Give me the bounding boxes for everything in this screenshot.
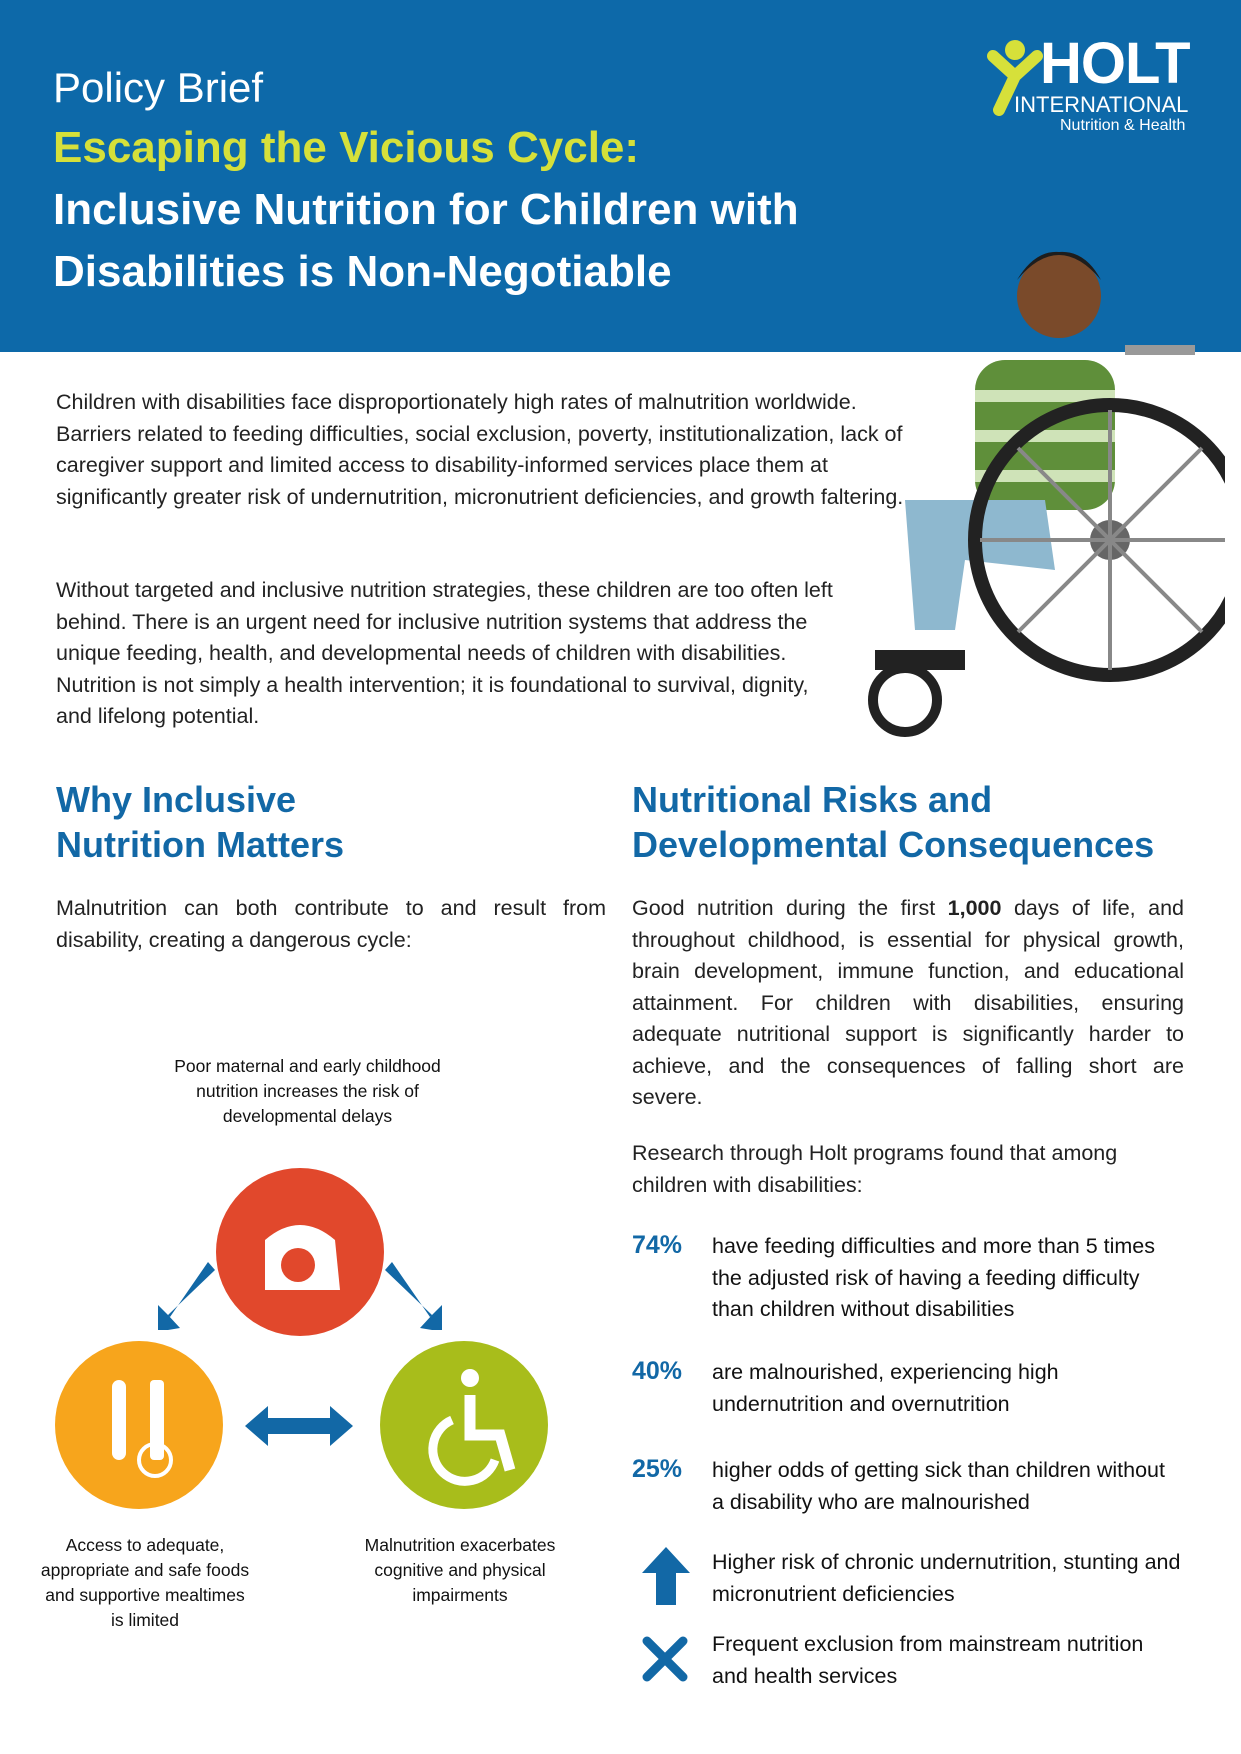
- cycle-caption: Poor maternal and early childhood nutrit…: [174, 1056, 441, 1126]
- stat-figure: 25%: [632, 1455, 683, 1483]
- intro-paragraph: Without targeted and inclusive nutrition…: [56, 578, 833, 728]
- section-heading: Developmental Consequences: [632, 824, 1155, 865]
- text: Good nutrition during the first: [632, 896, 948, 920]
- cycle-diagram: [55, 1168, 548, 1509]
- section-heading: Nutritional Risks and: [632, 779, 993, 820]
- section-heading: Nutrition Matters: [56, 824, 344, 865]
- cycle-caption: Access to adequate, appropriate and safe…: [40, 1535, 250, 1630]
- risk-point: Higher risk of chronic undernutrition, s…: [712, 1550, 1181, 1606]
- intro-paragraph: Children with disabilities face dispropo…: [56, 390, 904, 509]
- stat-text: are malnourished, experiencing high unde…: [712, 1360, 1059, 1416]
- title-line: Disabilities is Non-Negotiable: [53, 247, 672, 296]
- up-arrow-icon: [642, 1547, 690, 1605]
- logo-name: HOLT: [1040, 31, 1191, 96]
- stat-figure: 40%: [632, 1357, 683, 1385]
- cycle-caption: Malnutrition exacerbates cognitive and p…: [364, 1535, 556, 1605]
- emphasis: 1,000: [947, 896, 1002, 920]
- text: days of life, and throughout childhood, …: [632, 896, 1184, 1109]
- title-line: Inclusive Nutrition for Children with: [53, 185, 799, 234]
- section-text: Good nutrition during the first 1,000 da…: [632, 893, 1184, 1114]
- logo-subtitle: INTERNATIONAL: [1014, 92, 1189, 117]
- risk-point: Frequent exclusion from mainstream nutri…: [712, 1632, 1144, 1688]
- illustration: [868, 251, 1225, 737]
- brief-label: Policy Brief: [53, 64, 264, 111]
- stat-text: higher odds of getting sick than childre…: [712, 1458, 1165, 1514]
- section-heading: Why Inclusive: [56, 779, 297, 820]
- research-text: Research through Holt programs found tha…: [632, 1141, 1118, 1197]
- logo-mark: [987, 40, 1043, 116]
- stat-text: have feeding difficulties and more than …: [712, 1234, 1156, 1321]
- logo-tagline: Nutrition & Health: [1060, 117, 1186, 134]
- title-highlight: Escaping the Vicious Cycle:: [53, 123, 640, 172]
- section-text: Malnutrition can both contribute to and …: [56, 896, 606, 952]
- cross-icon: [642, 1636, 688, 1682]
- stat-figure: 74%: [632, 1231, 683, 1259]
